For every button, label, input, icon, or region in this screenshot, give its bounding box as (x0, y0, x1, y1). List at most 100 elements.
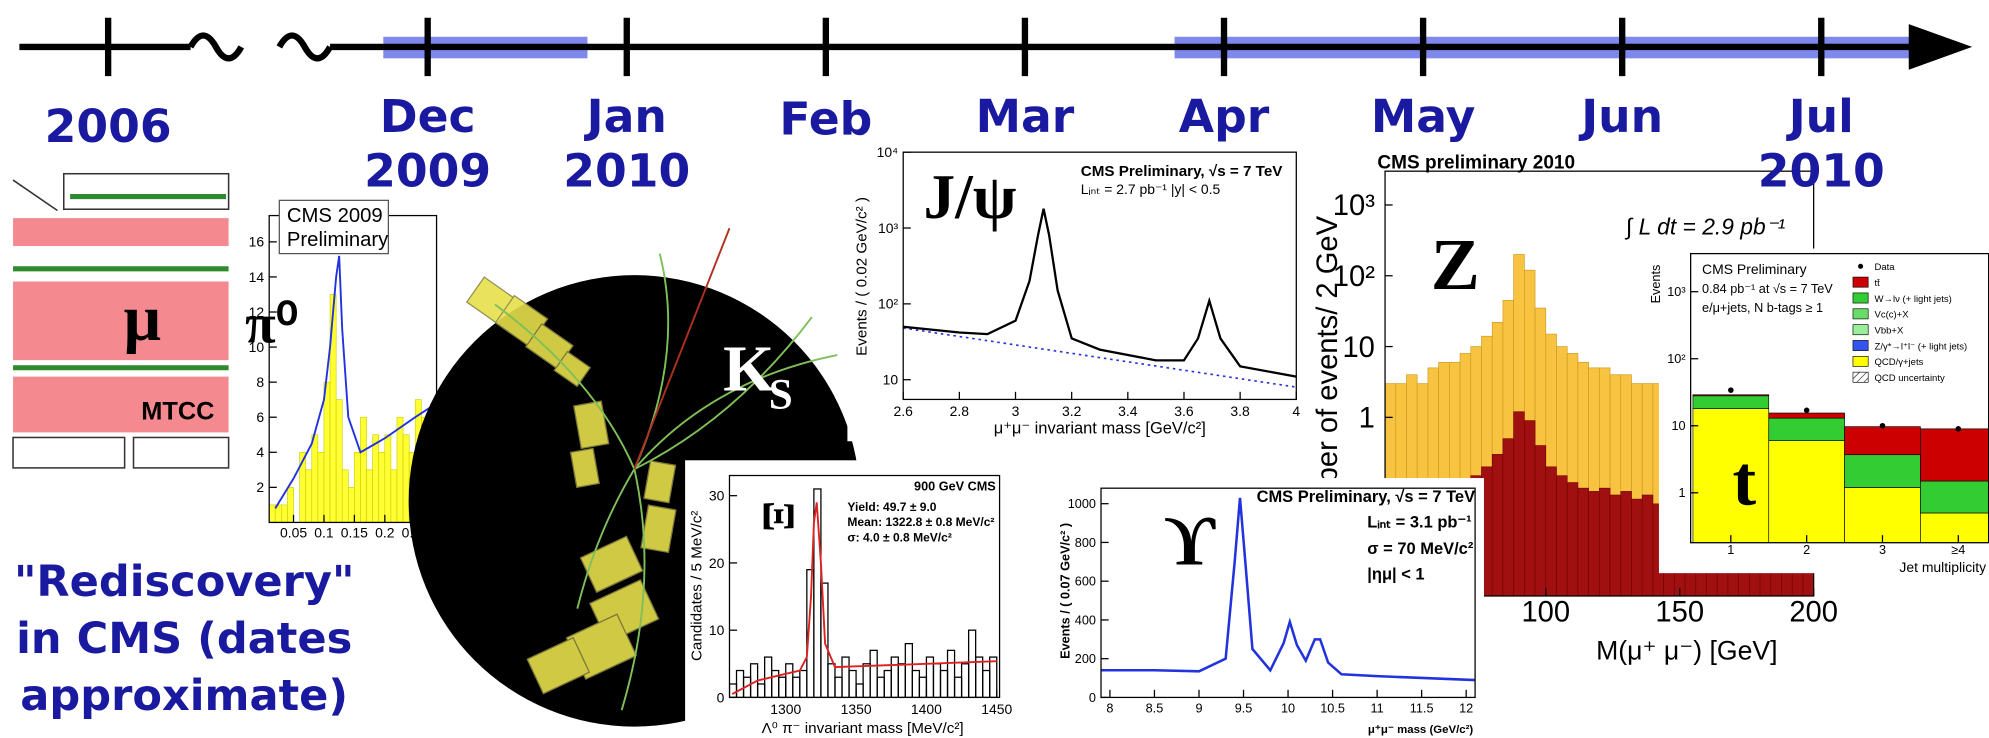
x-tick-label: 1450 (981, 701, 1012, 717)
x-tick-label: 2.6 (894, 403, 914, 419)
hist-bar (367, 470, 373, 523)
pi0-box-text: CMS 2009 (287, 205, 383, 227)
hist-bar (342, 470, 348, 523)
x-tick-label: 3.2 (1062, 403, 1082, 419)
y-tick-label: 10³ (878, 220, 899, 236)
y-tick-label: 16 (249, 234, 265, 250)
y-tick-label: 10 (883, 372, 899, 388)
x-tick-label: 1300 (770, 701, 801, 717)
x-axis-label: Λ⁰ π⁻ invariant mass [MeV/c²] (762, 720, 964, 737)
hist-bar (269, 505, 275, 523)
x-tick-label: 3 (1012, 403, 1020, 419)
xi-panel: 13001350140014500102030 Ξ 900 GeV CMS Yi… (685, 460, 1012, 738)
stack-segment (1845, 455, 1921, 488)
legend-swatch (1853, 277, 1868, 287)
x-tick-label: 3.4 (1118, 403, 1138, 419)
timeline-label: Jan (584, 90, 667, 143)
y-tick-label: 8 (256, 374, 264, 390)
timeline-label: Jul (1786, 90, 1854, 143)
y-tick-label: 14 (249, 269, 265, 285)
x-axis-label: μ⁺μ⁻ invariant mass [GeV/c²] (994, 420, 1206, 438)
timeline-label: Jun (1578, 90, 1663, 143)
upsilon-note: CMS Preliminary, √s = 7 TeV (1257, 488, 1476, 506)
jpsi-note: CMS Preliminary, √s = 7 TeV (1081, 163, 1284, 180)
timeline-label: Apr (1179, 90, 1270, 143)
hist-bar (1556, 476, 1567, 596)
top-panel: 123≥411010²10³ Datatt̄W→lν (+ light jets… (1649, 249, 1989, 575)
y-tick-label: 1 (1679, 486, 1686, 500)
legend-swatch (1853, 356, 1868, 366)
hist-bar (1642, 495, 1653, 596)
y-tick-label: 400 (1075, 613, 1096, 627)
y-tick-label: 0 (717, 689, 725, 705)
x-tick-label: 1 (1727, 543, 1734, 557)
hist-bar (1632, 499, 1643, 596)
legend-label: QCD uncertainty (1875, 373, 1945, 384)
legend-swatch (1853, 325, 1868, 335)
hist-bar (336, 400, 342, 523)
x-tick-label: ≥4 (1951, 543, 1965, 557)
z-lumi: ∫ L dt = 2.9 pb⁻¹ (1624, 214, 1786, 241)
legend-swatch (1853, 372, 1868, 382)
x-tick-label: 0.15 (341, 525, 368, 541)
stack-segment (1769, 413, 1845, 418)
y-tick-label: 10³ (1667, 285, 1685, 299)
x-axis-label: Jet multiplicity (1899, 559, 1986, 575)
legend-label: W→lν (+ light jets) (1875, 294, 1952, 305)
stack-segment (1920, 513, 1989, 543)
x-tick-label: 2 (1803, 543, 1810, 557)
data-point (1804, 408, 1810, 414)
hist-bar (1567, 483, 1578, 596)
x-tick-label: 3 (1879, 543, 1886, 557)
stack-segment (1693, 395, 1769, 396)
hist-bar (403, 435, 409, 523)
upsilon-note: Lᵢₙₜ = 3.1 pb⁻¹ (1367, 514, 1471, 532)
top-note: CMS Preliminary (1702, 261, 1807, 277)
timeline-label: Feb (779, 92, 872, 145)
hist-bar (373, 435, 379, 523)
hist-bar (1610, 495, 1621, 596)
y-axis-label: Events / ( 0.02 GeV/c² ) (853, 197, 870, 356)
data-point (1728, 387, 1734, 393)
legend-label: Z/γ*→l⁺l⁻ (+ light jets) (1875, 341, 1968, 352)
y-axis-label: Events / ( 0.07 GeV/c² ) (1058, 523, 1072, 659)
x-tick-label: 2.8 (950, 403, 970, 419)
timeline-label: 2010 (1758, 144, 1885, 197)
muon-panel: μ MTCC (13, 174, 229, 468)
stack-segment (1920, 481, 1989, 513)
hist-bar (391, 470, 397, 523)
top-title: t (1733, 443, 1757, 521)
hist-bar (1546, 467, 1557, 596)
slide: μ MTCC 0.050.10.150.20.25246810121416 CM… (0, 0, 1989, 738)
x-axis-label: M(μ⁺ μ⁻) [GeV] (1596, 635, 1777, 665)
xi-note: Mean: 1322.8 ± 0.8 MeV/c² (847, 515, 994, 529)
timeline-label: Dec (380, 90, 476, 143)
x-axis-label: μ⁺μ⁻ mass (GeV/c²) (1368, 724, 1473, 736)
x-tick-label: 0.05 (280, 525, 307, 541)
timeline-label: 2006 (45, 100, 172, 153)
legend-label: Vbb+X (1875, 325, 1904, 336)
jpsi-title: J/ψ (923, 162, 1016, 232)
upsilon-note: σ = 70 MeV/c² (1367, 540, 1474, 558)
x-tick-label: 9 (1195, 702, 1202, 716)
y-tick-label: 1000 (1068, 497, 1096, 511)
y-tick-label: 30 (709, 488, 725, 504)
legend-label: Vc(c)+X (1875, 310, 1910, 321)
x-tick-label: 10.5 (1320, 702, 1345, 716)
stack-segment (1920, 429, 1989, 481)
legend-swatch (1853, 309, 1868, 319)
y-tick-label: 10 (1342, 332, 1374, 364)
x-tick-label: 200 (1789, 596, 1838, 628)
timeline-label: 2010 (563, 144, 690, 197)
x-tick-label: 10 (1281, 702, 1295, 716)
data-point (1880, 423, 1886, 429)
hist-bar (1492, 454, 1503, 596)
timeline-label: May (1371, 90, 1476, 143)
muon-symbol: μ (124, 282, 161, 355)
mtcc-label: MTCC (141, 398, 214, 426)
caption-line: in CMS (dates (16, 614, 352, 664)
timeline-label: Mar (976, 90, 1075, 143)
xi-note: σ: 4.0 ± 0.8 MeV/c² (847, 530, 951, 544)
pi0-symbol: π⁰ (245, 293, 298, 355)
